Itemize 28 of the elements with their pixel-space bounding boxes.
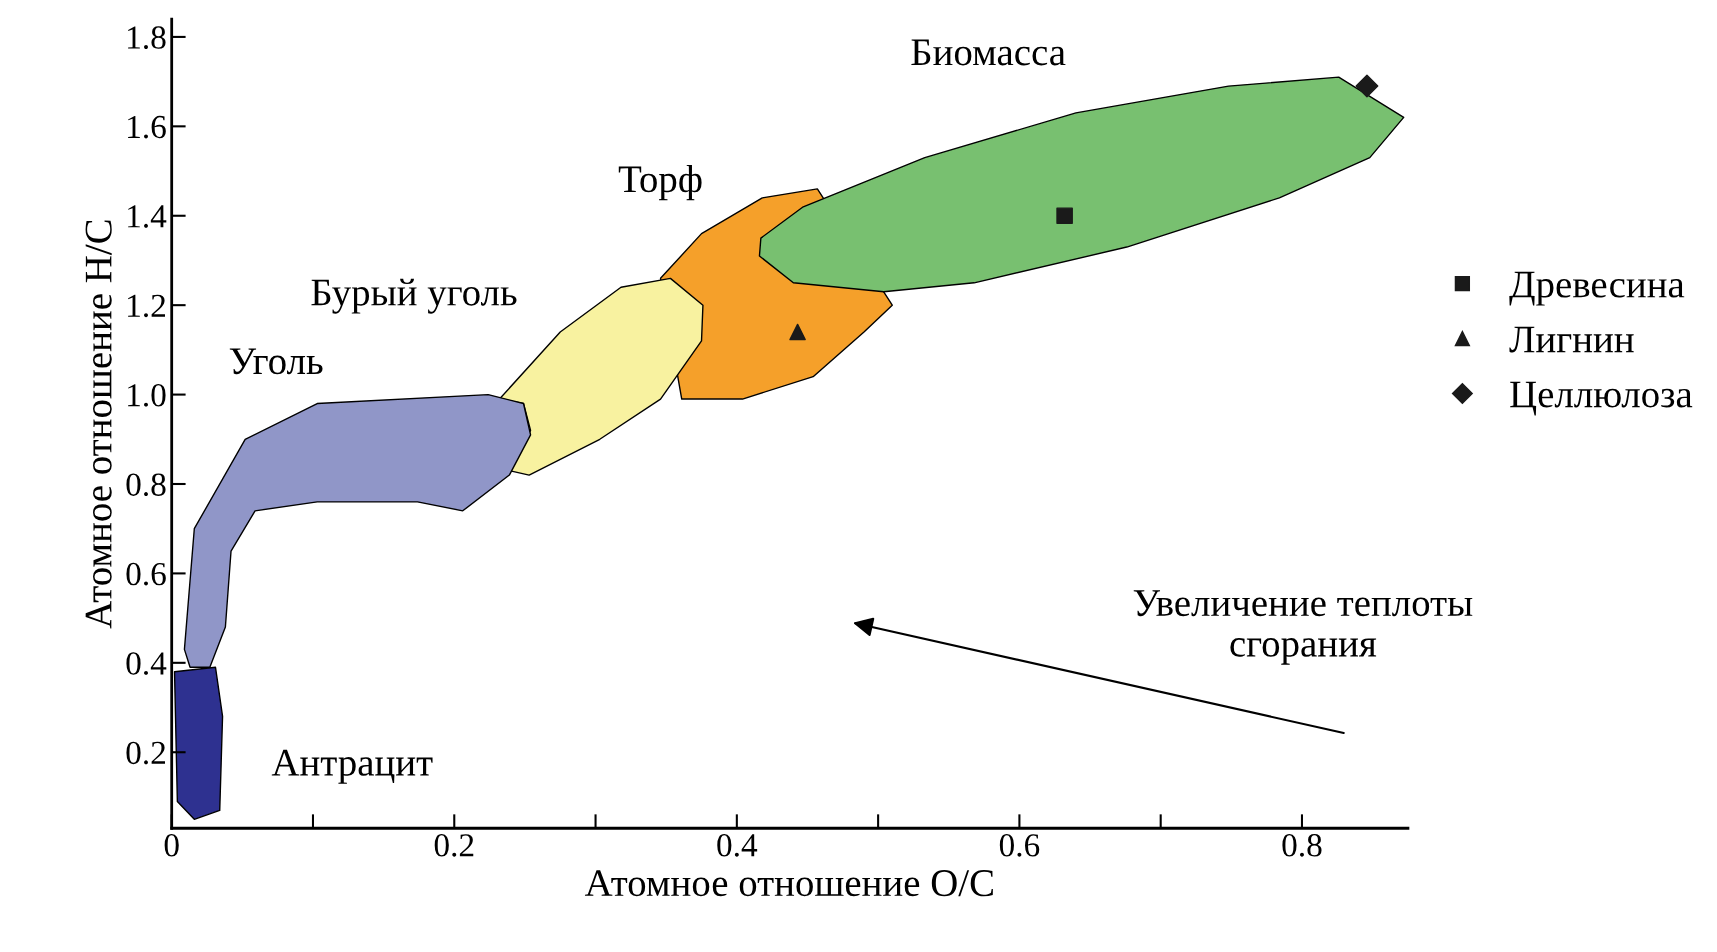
legend-label: Древесина <box>1509 271 1685 306</box>
point <box>1056 207 1073 225</box>
x-tick-label: 0.6 <box>999 834 1040 857</box>
x-axis-title: Атомное отношение O/C <box>584 870 993 897</box>
x-tick-label: 0.2 <box>434 834 474 857</box>
y-tick-label: 0.4 <box>126 652 167 675</box>
legend-label: Целлюлоза <box>1510 381 1693 416</box>
y-tick-label: 1.0 <box>128 383 166 407</box>
y-tick-label: 1.2 <box>128 294 165 318</box>
series-label: Биомасса <box>911 39 1066 66</box>
annotation: Увеличение теплоты сгорания <box>1133 590 1473 665</box>
y-tick-label: 0.2 <box>126 741 165 765</box>
y-tick-label: 1.8 <box>128 26 166 49</box>
y-tick-label: 0.6 <box>126 562 166 586</box>
point <box>789 323 806 341</box>
y-axis-title: Атомное отношение H/C <box>85 220 112 629</box>
y-tick-label: 1.6 <box>128 115 166 139</box>
series-label: Уголь <box>229 348 323 375</box>
x-tick-label: 0 <box>164 834 179 857</box>
point <box>1355 74 1379 98</box>
x-tick-label: 0.8 <box>1282 834 1322 857</box>
y-tick-label: 0.8 <box>126 473 166 497</box>
legend-label: Лигнин <box>1509 326 1634 353</box>
x-tick-label: 0.4 <box>717 834 758 857</box>
y-tick-label: 1.4 <box>128 205 167 228</box>
series-label: Бурый уголь <box>311 278 517 314</box>
series-label: Антрацит <box>271 749 433 784</box>
series-label: Торф <box>618 164 702 201</box>
